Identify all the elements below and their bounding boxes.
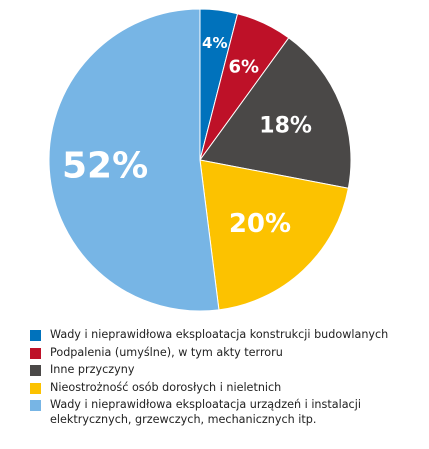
legend-swatch-structures [30,330,41,341]
legend-swatch-carelessness [30,382,41,394]
legend-label-structures: Wady i nieprawidłowa eksploatacja konstr… [50,328,389,341]
pie-slice-carelessness [199,159,349,311]
chart-legend: Wady i nieprawidłowa eksploatacja konstr… [30,328,425,430]
pie-label-other: 18% [259,114,312,139]
legend-swatch-installations [30,400,41,411]
legend-swatch-arson [30,347,41,359]
pie-chart: 4%6% 18% 20% 52% [48,8,352,312]
legend-item-structures: Wady i nieprawidłowa eksploatacja konstr… [30,328,425,343]
legend-label-installations: Wady i nieprawidłowa eksploatacja urządz… [50,398,361,426]
legend-item-installations: Wady i nieprawidłowa eksploatacja urządz… [30,398,425,427]
pie-label-carelessness: 20% [229,209,291,239]
legend-label-arson: Podpalenia (umyślne), w tym akty terroru [50,345,283,359]
legend-label-other: Inne przyczyny [50,363,135,376]
pie-slice-other [199,37,352,189]
pie-slice-installations [48,8,220,312]
pie-label-structures: 4% [202,34,227,52]
legend-label-carelessness: Nieostrożność osób dorosłych i nieletnic… [50,380,282,394]
legend-item-other: Inne przyczyny [30,363,425,378]
legend-swatch-other [30,365,41,376]
pie-label-arson: 6% [228,57,259,78]
legend-item-carelessness: Nieostrożność osób dorosłych i nieletnic… [30,381,425,396]
pie-label-installations: 52% [62,145,148,186]
legend-item-arson: Podpalenia (umyślne), w tym akty terroru [30,346,425,361]
